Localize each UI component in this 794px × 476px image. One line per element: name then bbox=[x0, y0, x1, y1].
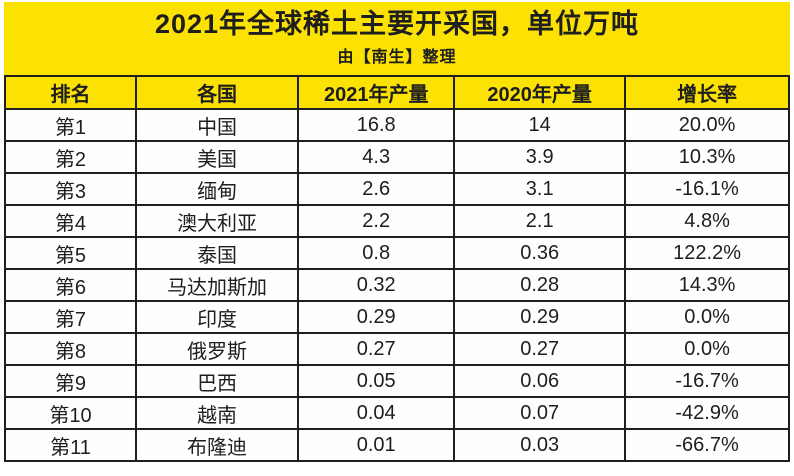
table-header-row: 排名 各国 2021年产量 2020年产量 增长率 bbox=[4, 75, 790, 110]
table-row: 第9 巴西 0.05 0.06 -16.7% bbox=[4, 364, 790, 398]
column-header-production-2021: 2021年产量 bbox=[297, 75, 456, 110]
table-row: 第1 中国 16.8 14 20.0% bbox=[4, 108, 790, 142]
cell-production-2021: 0.29 bbox=[297, 300, 456, 334]
cell-production-2020: 0.27 bbox=[453, 332, 627, 366]
cell-production-2020: 3.9 bbox=[453, 140, 627, 174]
cell-rank: 第8 bbox=[4, 332, 137, 366]
cell-country: 马达加斯加 bbox=[134, 268, 300, 302]
page-title: 2021年全球稀土主要开采国，单位万吨 bbox=[154, 8, 640, 39]
cell-production-2020: 0.03 bbox=[453, 428, 627, 462]
cell-country: 澳大利亚 bbox=[134, 204, 300, 238]
cell-growth-rate: 0.0% bbox=[624, 332, 790, 366]
table-row: 第8 俄罗斯 0.27 0.27 0.0% bbox=[4, 332, 790, 366]
cell-growth-rate: 122.2% bbox=[624, 236, 790, 270]
cell-production-2021: 16.8 bbox=[297, 108, 456, 142]
cell-production-2021: 4.3 bbox=[297, 140, 456, 174]
cell-growth-rate: 10.3% bbox=[624, 140, 790, 174]
cell-production-2020: 3.1 bbox=[453, 172, 627, 206]
cell-country: 俄罗斯 bbox=[134, 332, 300, 366]
cell-production-2021: 0.01 bbox=[297, 428, 456, 462]
title-banner: 2021年全球稀土主要开采国，单位万吨 由【南生】整理 bbox=[4, 2, 790, 75]
cell-growth-rate: 0.0% bbox=[624, 300, 790, 334]
table-row: 第2 美国 4.3 3.9 10.3% bbox=[4, 140, 790, 174]
cell-growth-rate: 14.3% bbox=[624, 268, 790, 302]
cell-production-2021: 0.27 bbox=[297, 332, 456, 366]
table-row: 第10 越南 0.04 0.07 -42.9% bbox=[4, 396, 790, 430]
cell-growth-rate: 20.0% bbox=[624, 108, 790, 142]
cell-rank: 第2 bbox=[4, 140, 137, 174]
cell-country: 泰国 bbox=[134, 236, 300, 270]
table-row: 第3 缅甸 2.6 3.1 -16.1% bbox=[4, 172, 790, 206]
cell-production-2021: 0.32 bbox=[297, 268, 456, 302]
cell-production-2020: 2.1 bbox=[453, 204, 627, 238]
cell-country: 缅甸 bbox=[134, 172, 300, 206]
cell-production-2020: 0.28 bbox=[453, 268, 627, 302]
cell-country: 越南 bbox=[134, 396, 300, 430]
cell-rank: 第11 bbox=[4, 428, 137, 462]
table-row: 第5 泰国 0.8 0.36 122.2% bbox=[4, 236, 790, 270]
cell-country: 巴西 bbox=[134, 364, 300, 398]
page-subtitle: 由【南生】整理 bbox=[337, 49, 457, 67]
cell-production-2020: 0.29 bbox=[453, 300, 627, 334]
cell-production-2021: 0.05 bbox=[297, 364, 456, 398]
cell-growth-rate: -16.7% bbox=[624, 364, 790, 398]
cell-production-2021: 0.04 bbox=[297, 396, 456, 430]
cell-growth-rate: -16.1% bbox=[624, 172, 790, 206]
cell-production-2020: 0.07 bbox=[453, 396, 627, 430]
cell-production-2021: 0.8 bbox=[297, 236, 456, 270]
column-header-growth-rate: 增长率 bbox=[624, 75, 790, 110]
table-row: 第4 澳大利亚 2.2 2.1 4.8% bbox=[4, 204, 790, 238]
cell-rank: 第3 bbox=[4, 172, 137, 206]
cell-rank: 第10 bbox=[4, 396, 137, 430]
cell-production-2020: 14 bbox=[453, 108, 627, 142]
cell-growth-rate: 4.8% bbox=[624, 204, 790, 238]
cell-production-2021: 2.2 bbox=[297, 204, 456, 238]
table-row: 第7 印度 0.29 0.29 0.0% bbox=[4, 300, 790, 334]
column-header-rank: 排名 bbox=[4, 75, 137, 110]
cell-country: 中国 bbox=[134, 108, 300, 142]
column-header-country: 各国 bbox=[134, 75, 300, 110]
column-header-production-2020: 2020年产量 bbox=[453, 75, 627, 110]
cell-rank: 第6 bbox=[4, 268, 137, 302]
cell-rank: 第7 bbox=[4, 300, 137, 334]
cell-country: 美国 bbox=[134, 140, 300, 174]
table-row: 第6 马达加斯加 0.32 0.28 14.3% bbox=[4, 268, 790, 302]
cell-rank: 第4 bbox=[4, 204, 137, 238]
cell-growth-rate: -66.7% bbox=[624, 428, 790, 462]
cell-production-2020: 0.36 bbox=[453, 236, 627, 270]
cell-growth-rate: -42.9% bbox=[624, 396, 790, 430]
cell-rank: 第5 bbox=[4, 236, 137, 270]
cell-country: 布隆迪 bbox=[134, 428, 300, 462]
cell-production-2021: 2.6 bbox=[297, 172, 456, 206]
cell-country: 印度 bbox=[134, 300, 300, 334]
table-row: 第11 布隆迪 0.01 0.03 -66.7% bbox=[4, 428, 790, 462]
cell-rank: 第9 bbox=[4, 364, 137, 398]
cell-production-2020: 0.06 bbox=[453, 364, 627, 398]
cell-rank: 第1 bbox=[4, 108, 137, 142]
rare-earth-production-table: 排名 各国 2021年产量 2020年产量 增长率 第1 中国 16.8 14 20.0% 第2 美… bbox=[4, 75, 790, 462]
